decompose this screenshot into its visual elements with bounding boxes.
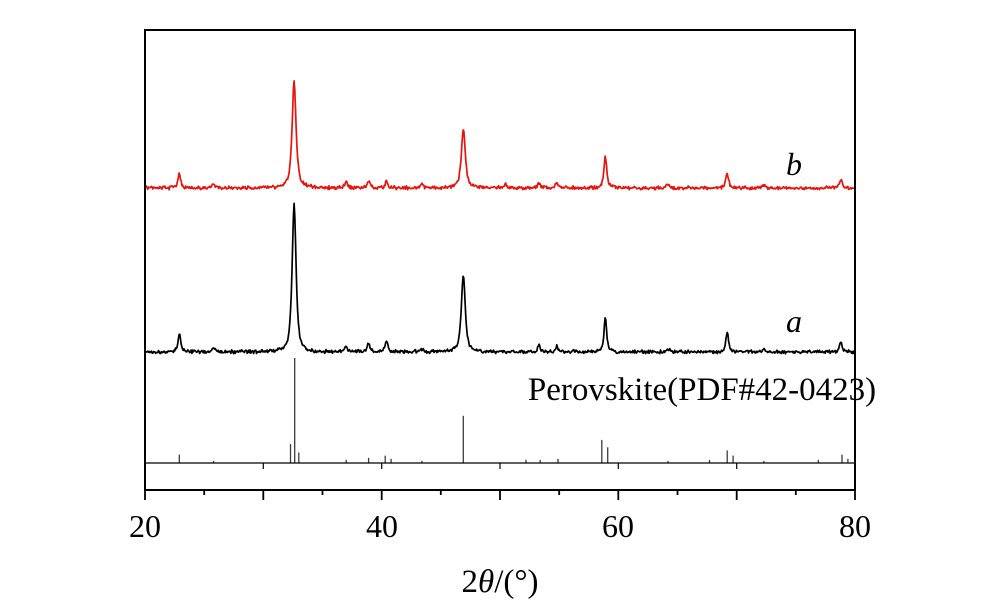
curve-label-b: b bbox=[786, 146, 802, 182]
x-tick-label-20: 20 bbox=[129, 508, 161, 544]
x-axis-label: 2θ/(°) bbox=[461, 566, 538, 599]
x-axis-label-post: /(°) bbox=[494, 564, 539, 600]
x-axis-label-pre: 2 bbox=[461, 564, 478, 600]
curve-a bbox=[144, 202, 856, 355]
x-tick-label-40: 40 bbox=[366, 508, 398, 544]
curve-b bbox=[144, 80, 856, 191]
reference-card-label: Perovskite(PDF#42-0423) bbox=[527, 372, 877, 408]
x-tick-label-60: 60 bbox=[602, 508, 634, 544]
curve-label-a: a bbox=[786, 303, 802, 339]
x-axis-label-theta: θ bbox=[477, 564, 495, 600]
plot-frame bbox=[144, 29, 856, 491]
x-tick-label-80: 80 bbox=[839, 508, 871, 544]
